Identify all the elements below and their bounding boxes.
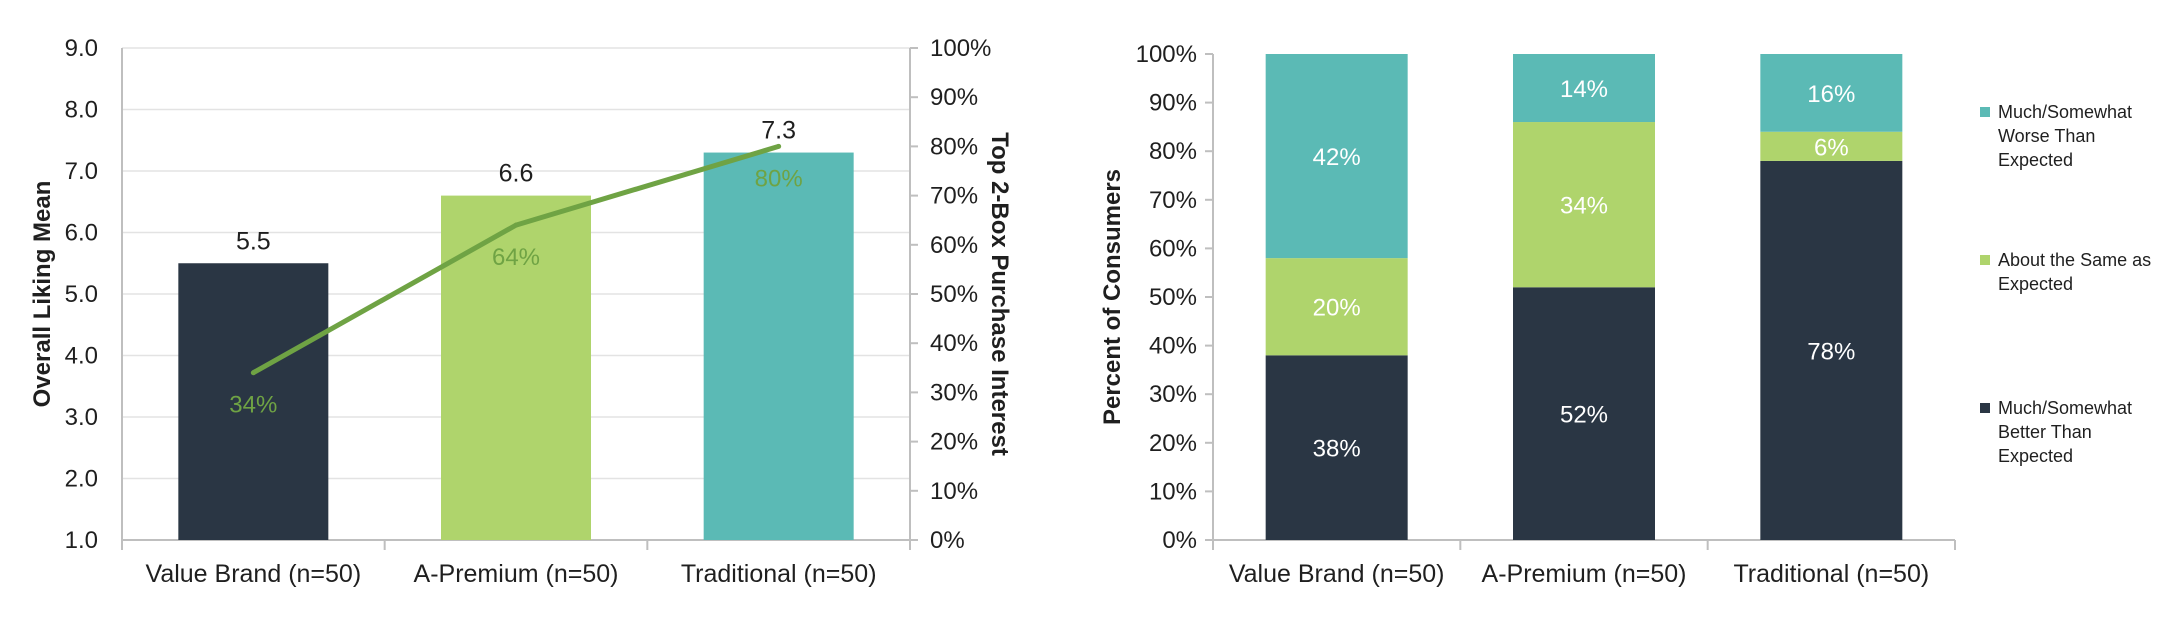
y-tick-label: 90% bbox=[1149, 90, 1197, 117]
bar-value-label: 6.6 bbox=[499, 160, 534, 188]
legend-label: Worse Than bbox=[1998, 126, 2095, 146]
y-tick-label: 0% bbox=[1162, 527, 1197, 554]
y-axis-title: Overall Liking Mean bbox=[29, 181, 56, 408]
stacked-segment bbox=[1760, 131, 1903, 161]
y-tick-label: 30% bbox=[1149, 381, 1197, 408]
stacked-segment bbox=[1760, 160, 1903, 541]
y2-tick-label: 80% bbox=[930, 133, 978, 160]
stacked-segment bbox=[1513, 122, 1655, 288]
y-tick-label: 60% bbox=[1149, 235, 1197, 262]
liking-purchase-chart: 1.0 2.0 3.0 4.0 5.0 6.0 7.0 8.0 9.0 0% 10% 20% 30% 40… bbox=[29, 35, 1013, 588]
legend-swatch bbox=[1980, 107, 1990, 117]
y-tick-label: 1.0 bbox=[65, 527, 98, 554]
y2-tick-label: 70% bbox=[930, 183, 978, 210]
y2-tick-label: 90% bbox=[930, 84, 978, 111]
bar-value-label: 7.3 bbox=[761, 117, 796, 145]
y2-tick-label: 30% bbox=[930, 379, 978, 406]
line-value-label: 64% bbox=[492, 244, 540, 271]
x-category-label: Traditional (n=50) bbox=[1733, 560, 1929, 588]
legend-label: Much/Somewhat bbox=[1998, 398, 2132, 418]
stacked-segment bbox=[1513, 287, 1655, 540]
x-category-label: Value Brand (n=50) bbox=[1229, 560, 1445, 588]
line-value-label: 80% bbox=[755, 165, 803, 192]
segment-value-label: 52% bbox=[1560, 402, 1608, 429]
y2-tick-label: 100% bbox=[930, 35, 991, 62]
line-point bbox=[513, 222, 519, 228]
y-tick-label: 40% bbox=[1149, 333, 1197, 360]
y-tick-label: 8.0 bbox=[65, 97, 98, 124]
segment-value-label: 20% bbox=[1313, 295, 1361, 322]
legend-label: Expected bbox=[1998, 446, 2073, 466]
segment-value-label: 38% bbox=[1313, 436, 1361, 463]
stacked-segment bbox=[1513, 54, 1655, 123]
stacked-segment bbox=[1760, 54, 1903, 132]
segment-value-label: 34% bbox=[1560, 193, 1608, 220]
stacked-segment bbox=[1265, 355, 1408, 540]
bar bbox=[178, 263, 329, 540]
y2-tick-label: 50% bbox=[930, 281, 978, 308]
x-category-label: Traditional (n=50) bbox=[681, 560, 877, 588]
y2-axis-title: Top 2-Box Purchase Interest bbox=[986, 132, 1013, 456]
segment-value-label: 6% bbox=[1814, 134, 1849, 161]
legend-swatch bbox=[1980, 255, 1990, 265]
line-point bbox=[250, 370, 256, 376]
y-tick-label: 9.0 bbox=[65, 35, 98, 62]
segment-value-label: 42% bbox=[1313, 144, 1361, 171]
x-category-label: A-Premium (n=50) bbox=[1482, 560, 1687, 588]
y2-tick-label: 60% bbox=[930, 232, 978, 259]
legend-label: About the Same as bbox=[1998, 250, 2151, 270]
legend-label: Better Than bbox=[1998, 422, 2092, 442]
y-tick-label: 100% bbox=[1136, 41, 1197, 68]
y2-tick-label: 0% bbox=[930, 527, 965, 554]
y-tick-label: 80% bbox=[1149, 138, 1197, 165]
legend-label: Expected bbox=[1998, 274, 2073, 294]
line-point bbox=[776, 143, 782, 149]
y2-tick-label: 20% bbox=[930, 429, 978, 456]
y-tick-label: 7.0 bbox=[65, 158, 98, 185]
bar-value-label: 5.5 bbox=[236, 227, 271, 255]
stacked-segment bbox=[1265, 54, 1408, 259]
y-tick-label: 3.0 bbox=[65, 404, 98, 431]
line-value-label: 34% bbox=[229, 392, 277, 419]
y-tick-label: 2.0 bbox=[65, 466, 98, 493]
legend-swatch bbox=[1980, 403, 1990, 413]
legend-label: Expected bbox=[1998, 150, 2073, 170]
y2-tick-label: 10% bbox=[930, 478, 978, 505]
y-tick-label: 70% bbox=[1149, 187, 1197, 214]
y-axis-title: Percent of Consumers bbox=[1099, 169, 1126, 425]
y-tick-label: 5.0 bbox=[65, 281, 98, 308]
legend-label: Much/Somewhat bbox=[1998, 102, 2132, 122]
segment-value-label: 78% bbox=[1807, 338, 1855, 365]
y-tick-label: 10% bbox=[1149, 478, 1197, 505]
y2-tick-label: 40% bbox=[930, 330, 978, 357]
segment-value-label: 16% bbox=[1807, 81, 1855, 108]
x-category-label: A-Premium (n=50) bbox=[414, 560, 619, 588]
bar bbox=[703, 152, 854, 541]
stacked-segment bbox=[1265, 258, 1408, 356]
y-tick-label: 6.0 bbox=[65, 220, 98, 247]
y-tick-label: 4.0 bbox=[65, 343, 98, 370]
expectation-stacked-chart: 0% 10% 20% 30% 40% 50% 60% 70% 80% 90% 100% 38% 20% 4… bbox=[1099, 41, 2151, 588]
segment-value-label: 14% bbox=[1560, 76, 1608, 103]
y-tick-label: 20% bbox=[1149, 430, 1197, 457]
y-tick-label: 50% bbox=[1149, 284, 1197, 311]
x-category-label: Value Brand (n=50) bbox=[146, 560, 362, 588]
